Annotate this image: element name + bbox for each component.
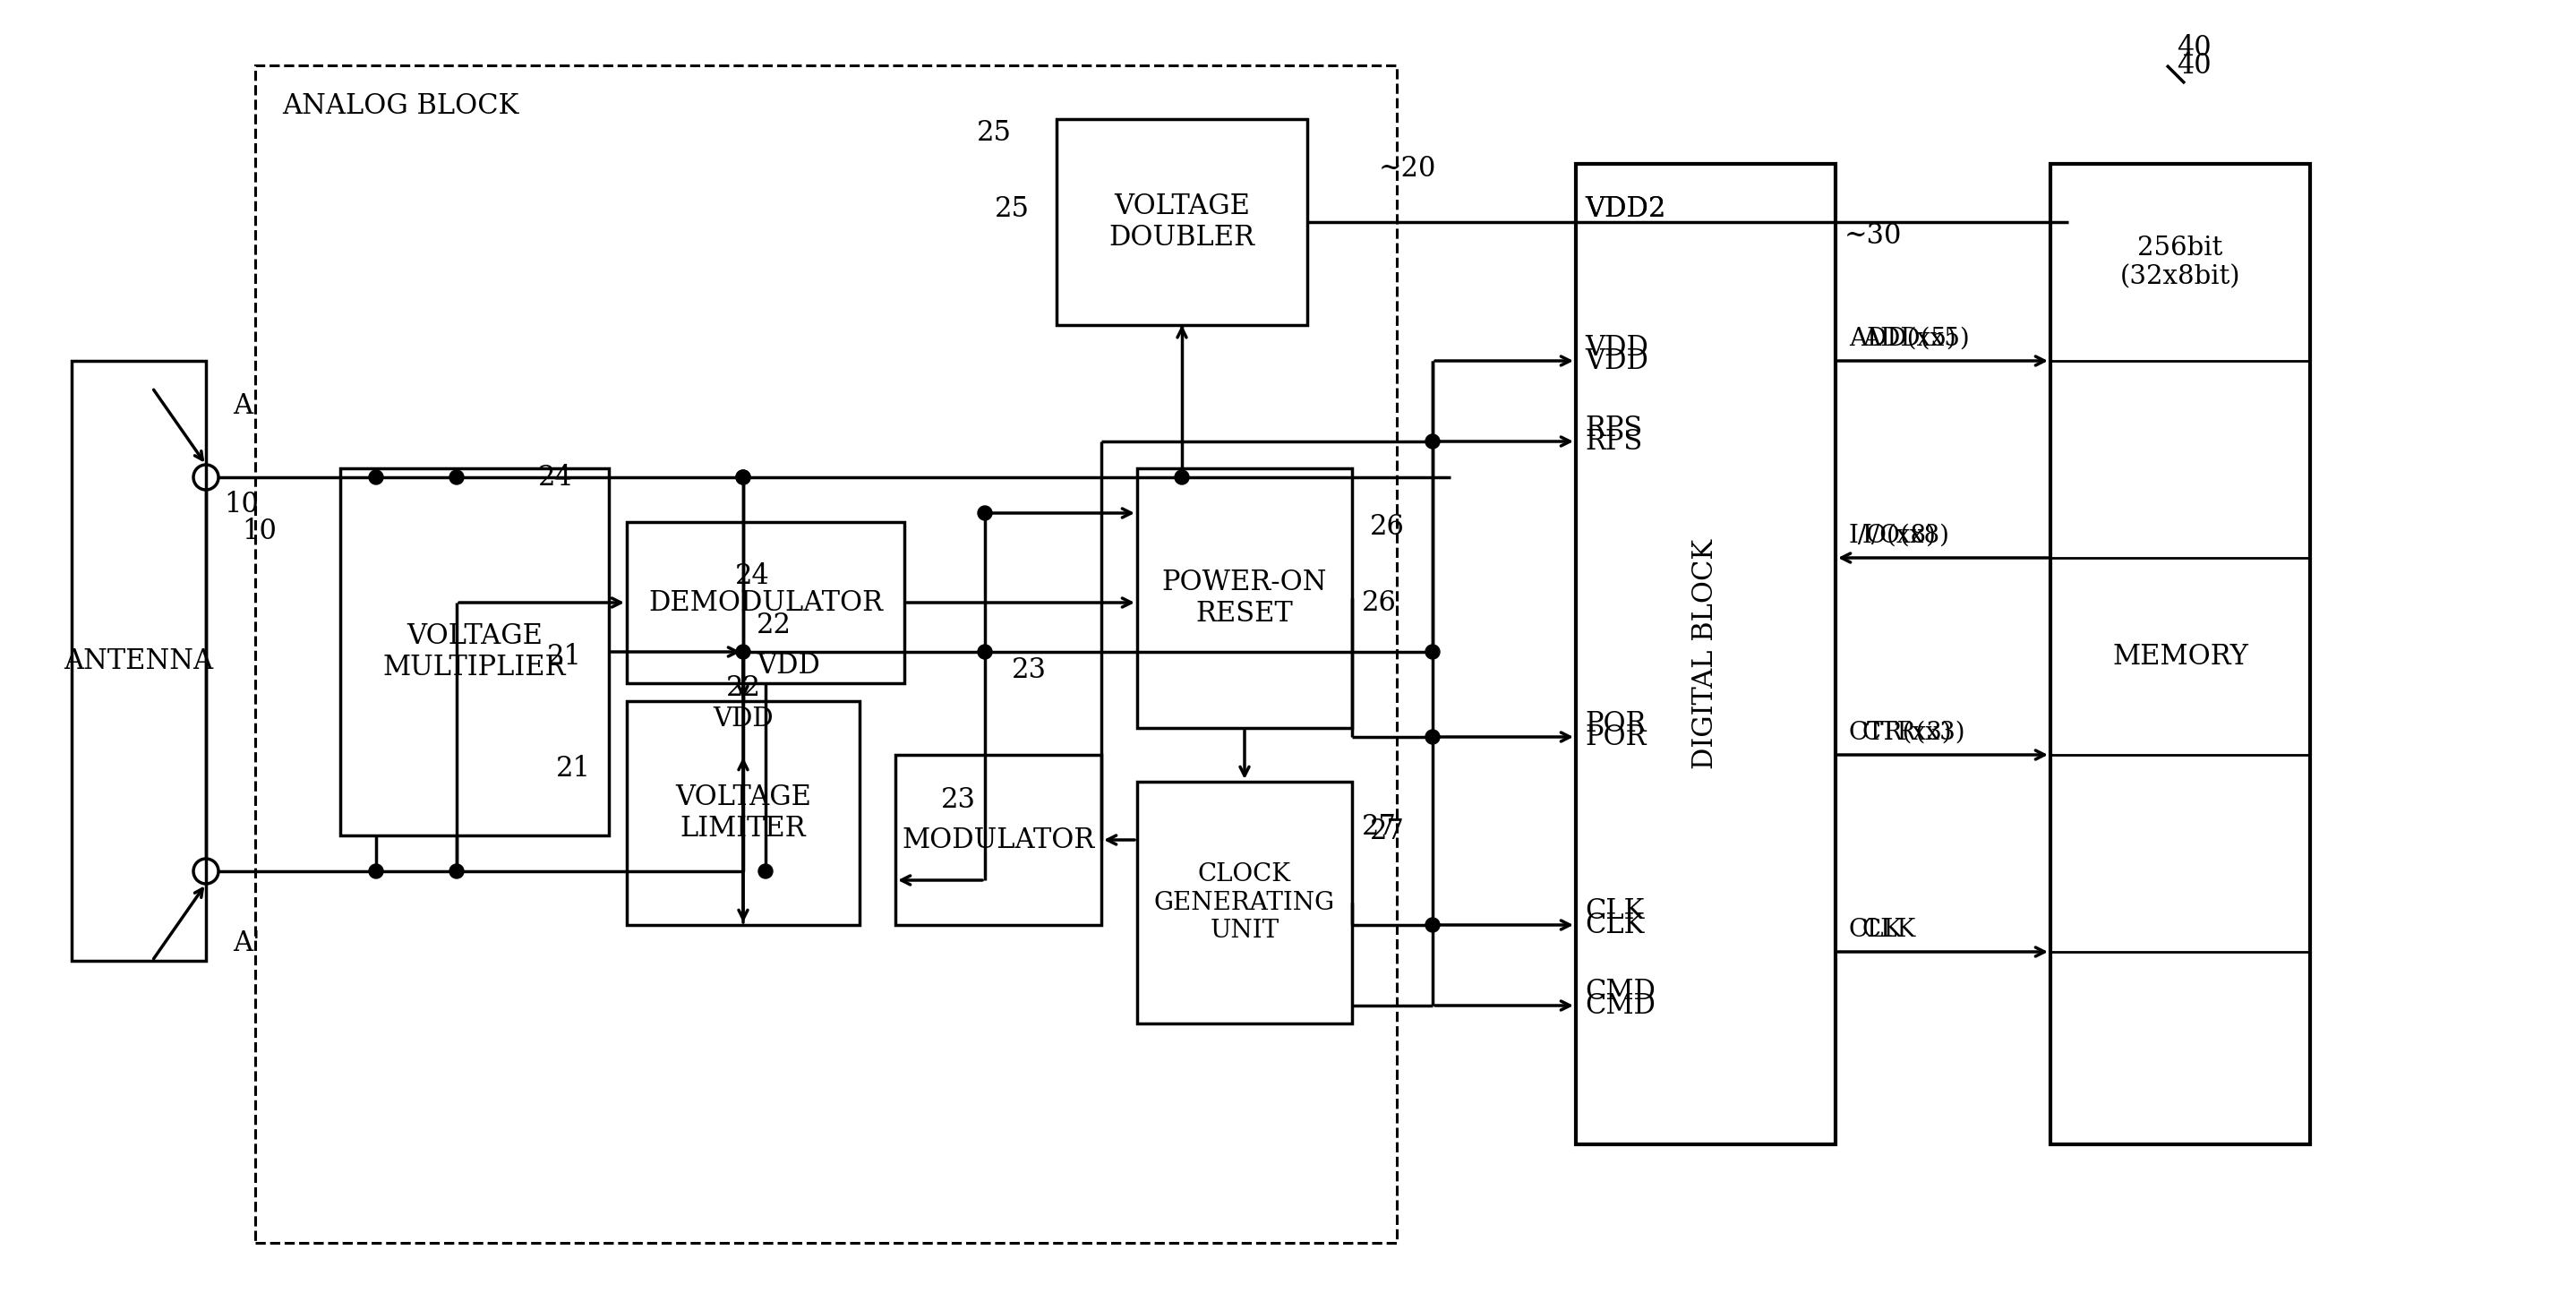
Text: 256bit
(32x8bit): 256bit (32x8bit) [2120,236,2241,290]
Text: 26: 26 [1370,512,1404,541]
Circle shape [737,470,750,485]
Text: ANALOG BLOCK: ANALOG BLOCK [281,92,518,121]
Text: POWER-ON
RESET: POWER-ON RESET [1162,569,1327,627]
Text: 10: 10 [242,517,278,545]
Text: ADD(x5): ADD(x5) [1850,326,1955,351]
Text: 22: 22 [757,612,791,639]
Text: CTR(x3): CTR(x3) [1850,721,1953,744]
Circle shape [757,865,773,879]
Text: CLK: CLK [1850,917,1904,942]
Text: ~20: ~20 [1378,155,1437,182]
Bar [72,360,206,960]
Text: ANTENNA: ANTENNA [64,647,214,675]
Circle shape [737,645,750,659]
Text: 10: 10 [224,490,260,517]
Text: RPS: RPS [1584,427,1643,456]
Text: VDD2: VDD2 [1584,195,1667,223]
Text: POR: POR [1584,710,1646,738]
Bar [255,66,1396,1243]
Text: I/O(x8): I/O(x8) [1862,524,1950,548]
Text: CMD: CMD [1584,992,1656,1019]
Circle shape [1175,470,1190,485]
Bar [896,755,1103,925]
Text: 25: 25 [976,119,1012,147]
Text: 40: 40 [2177,34,2210,62]
Text: VOLTAGE
DOUBLER: VOLTAGE DOUBLER [1108,193,1255,252]
Text: ADD(x5): ADD(x5) [1862,326,1971,351]
Text: 27: 27 [1370,817,1404,845]
Bar [1577,164,1837,1145]
Text: 22: 22 [726,673,760,702]
Text: 23: 23 [940,786,976,814]
Bar [626,701,860,925]
Text: A: A [232,392,252,419]
Text: VDD: VDD [714,706,773,731]
Circle shape [737,470,750,485]
Text: 23: 23 [1012,656,1046,684]
Text: CLK: CLK [1862,917,1917,942]
Circle shape [979,506,992,520]
Bar [626,521,904,684]
Circle shape [1425,645,1440,659]
Text: DEMODULATOR: DEMODULATOR [649,588,884,617]
Text: VOLTAGE
LIMITER: VOLTAGE LIMITER [675,783,811,842]
Circle shape [979,645,992,659]
Text: VDD: VDD [1584,347,1649,375]
Text: MEMORY: MEMORY [2112,642,2249,671]
Circle shape [448,470,464,485]
Circle shape [368,865,384,879]
Bar [1136,468,1352,728]
Text: A': A' [232,929,260,956]
Text: CMD: CMD [1584,979,1656,1006]
Text: VDD: VDD [1584,334,1649,362]
Text: CTR(x3): CTR(x3) [1862,721,1965,744]
Text: CLK: CLK [1584,897,1643,925]
Circle shape [1425,435,1440,448]
Text: I/O(x8): I/O(x8) [1850,524,1937,548]
Text: 21: 21 [546,642,582,671]
Circle shape [1425,918,1440,933]
Text: 25: 25 [994,195,1030,223]
Bar [1136,782,1352,1023]
Bar [2050,164,2311,1145]
Text: 24: 24 [538,464,572,491]
Circle shape [448,865,464,879]
Circle shape [1425,730,1440,744]
Text: 24: 24 [734,562,770,590]
Text: 21: 21 [556,755,590,782]
Text: POR: POR [1584,723,1646,751]
Text: CLK: CLK [1584,910,1643,939]
Text: VDD2: VDD2 [1584,195,1667,223]
Text: 26: 26 [1363,588,1396,617]
Text: ~30: ~30 [1844,221,1901,249]
Bar [340,468,608,836]
Text: DIGITAL BLOCK: DIGITAL BLOCK [1692,538,1721,769]
Circle shape [368,470,384,485]
Bar [1056,119,1306,325]
Text: MODULATOR: MODULATOR [902,827,1095,854]
Text: 40: 40 [2177,51,2210,79]
Text: RPS: RPS [1584,414,1643,441]
Text: VDD: VDD [757,651,819,679]
Text: VOLTAGE
MULTIPLIER: VOLTAGE MULTIPLIER [384,622,567,681]
Text: CLOCK
GENERATING
UNIT: CLOCK GENERATING UNIT [1154,862,1334,943]
Text: 27: 27 [1363,812,1396,840]
